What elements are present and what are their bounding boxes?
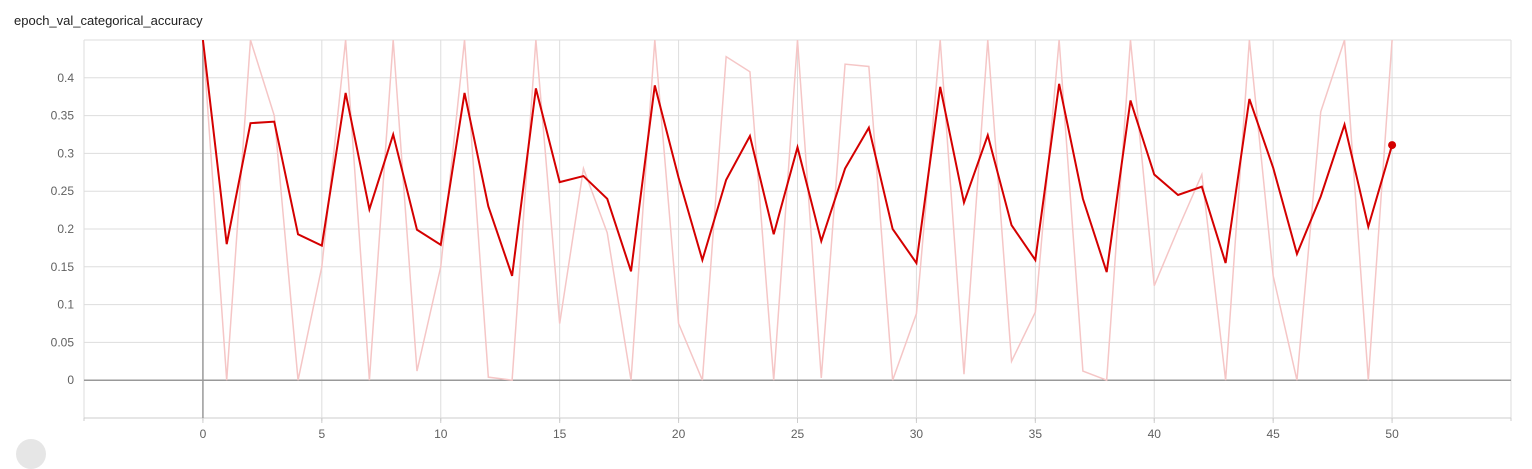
x-tick-label: 10	[434, 427, 448, 441]
chart-plot: 0 0.05 0.1 0.15 0.2 0.25 0.3 0.35 0.4 0 5 10 15 20 25 3…	[51, 39, 1512, 441]
chart-action-button[interactable]	[16, 439, 46, 469]
y-tick-label: 0.4	[57, 71, 74, 85]
raw-series-line	[202, 40, 1393, 382]
y-tick-label: 0.15	[51, 260, 75, 274]
y-tick-label: 0.35	[51, 109, 75, 123]
y-tick-label: 0.3	[57, 146, 74, 160]
x-tick-label: 35	[1029, 427, 1043, 441]
y-tick-label: 0	[67, 373, 74, 387]
tick-labels: 0 0.05 0.1 0.15 0.2 0.25 0.3 0.35 0.4 0 5 10 15 20 25 3…	[51, 71, 1399, 441]
x-tick-label: 15	[553, 427, 567, 441]
x-tick-label: 30	[910, 427, 924, 441]
x-tick-label: 0	[200, 427, 207, 441]
x-tick-label: 20	[672, 427, 686, 441]
axes	[84, 40, 1511, 418]
series-lines	[201, 40, 1397, 382]
chart-title: epoch_val_categorical_accuracy	[14, 13, 203, 28]
x-tick-label: 40	[1148, 427, 1162, 441]
x-tick-label: 25	[791, 427, 805, 441]
last-point-marker	[1388, 141, 1397, 150]
smoothed-series-line	[201, 40, 1394, 277]
x-tick-label: 50	[1385, 427, 1399, 441]
y-tick-label: 0.2	[57, 222, 74, 236]
y-tick-label: 0.05	[51, 335, 75, 349]
grid-lines	[83, 39, 1512, 423]
y-tick-label: 0.1	[57, 298, 74, 312]
y-tick-label: 0.25	[51, 184, 75, 198]
x-tick-label: 45	[1266, 427, 1280, 441]
x-tick-label: 5	[318, 427, 325, 441]
